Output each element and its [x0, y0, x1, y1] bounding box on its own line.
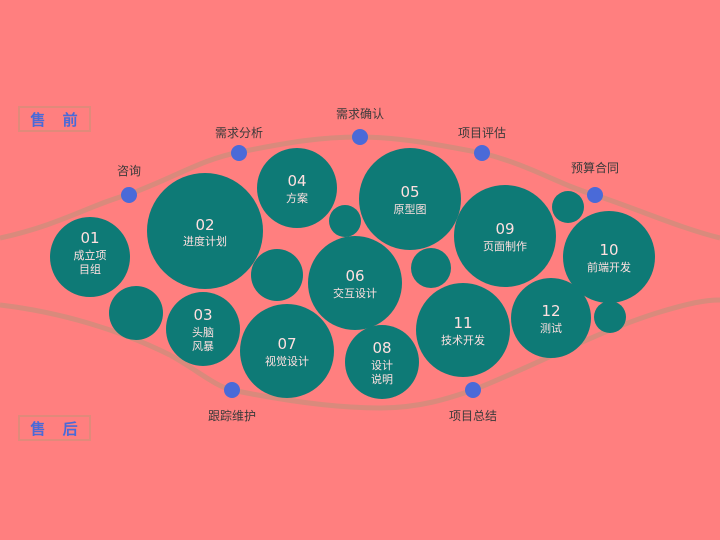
step-10: 10 前端开发 — [563, 211, 655, 303]
step-07: 07 视觉设计 — [240, 304, 334, 398]
step-06: 06 交互设计 — [308, 236, 402, 330]
step-08: 08 设计 说明 — [345, 325, 419, 399]
step-05: 05 原型图 — [359, 148, 461, 250]
step-number: 08 — [372, 339, 391, 357]
step-label-line: 技术开发 — [441, 333, 485, 347]
stage-dot-confirm — [352, 129, 368, 145]
stage-dot-contract — [587, 187, 603, 203]
step-label-line: 风暴 — [192, 340, 214, 353]
post-sale-curve — [0, 297, 720, 411]
step-11: 11 技术开发 — [416, 283, 510, 377]
filler-circle — [109, 286, 163, 340]
stage-dot-consult — [121, 187, 137, 203]
step-01: 01 成立项 目组 — [50, 217, 130, 297]
step-label-line: 页面制作 — [483, 240, 527, 253]
step-09: 09 页面制作 — [454, 185, 556, 287]
step-label-line: 方案 — [286, 191, 308, 205]
stage-label-consult: 咨询 — [117, 163, 141, 178]
step-label-line: 头脑 — [192, 326, 214, 339]
step-04: 04 方案 — [257, 148, 337, 228]
step-label-line: 设计 — [371, 359, 393, 372]
stage-dot-analysis — [231, 145, 247, 161]
step-label-line: 成立项 — [74, 248, 107, 262]
step-number: 12 — [541, 302, 560, 320]
step-number: 05 — [400, 183, 419, 201]
stage-label-confirm: 需求确认 — [336, 107, 384, 121]
step-number: 01 — [80, 229, 99, 247]
step-number: 07 — [277, 335, 296, 353]
step-number: 10 — [599, 241, 618, 259]
filler-circle — [329, 205, 361, 237]
post-sale-tag: 售 后 — [30, 420, 83, 438]
step-number: 03 — [193, 306, 212, 324]
stage-dot-evaluate — [474, 145, 490, 161]
filler-circle — [594, 301, 626, 333]
stage-label-maintain: 跟踪维护 — [208, 409, 256, 423]
post-sale-tag-box — [18, 415, 91, 441]
step-02: 02 进度计划 — [147, 173, 263, 289]
stage-dot-summary — [465, 382, 481, 398]
stage-label-contract: 预算合同 — [571, 160, 619, 175]
filler-circle — [251, 249, 303, 301]
stage-dot-maintain — [224, 382, 240, 398]
pre-sale-tag: 售 前 — [30, 111, 83, 129]
pre-sale-tag-box — [18, 106, 91, 132]
step-03: 03 头脑 风暴 — [166, 292, 240, 366]
step-label-line: 视觉设计 — [265, 354, 309, 368]
stage-label-summary: 项目总结 — [449, 409, 497, 423]
stage-label-analysis: 需求分析 — [215, 126, 263, 140]
step-label-line: 交互设计 — [333, 286, 377, 300]
step-label-line: 原型图 — [394, 202, 427, 216]
stage-label-evaluate: 项目评估 — [458, 126, 506, 140]
step-label-line: 前端开发 — [587, 260, 631, 274]
step-number: 06 — [345, 267, 364, 285]
step-number: 04 — [287, 172, 306, 190]
filler-circle — [552, 191, 584, 223]
step-label-line: 进度计划 — [183, 234, 227, 248]
step-number: 11 — [453, 314, 472, 332]
step-label-line: 目组 — [79, 262, 101, 276]
step-label-line: 说明 — [371, 372, 393, 386]
step-number: 09 — [495, 220, 514, 238]
step-label-line: 测试 — [540, 322, 562, 335]
filler-circle — [411, 248, 451, 288]
step-number: 02 — [195, 216, 214, 234]
step-12: 12 测试 — [511, 278, 591, 358]
